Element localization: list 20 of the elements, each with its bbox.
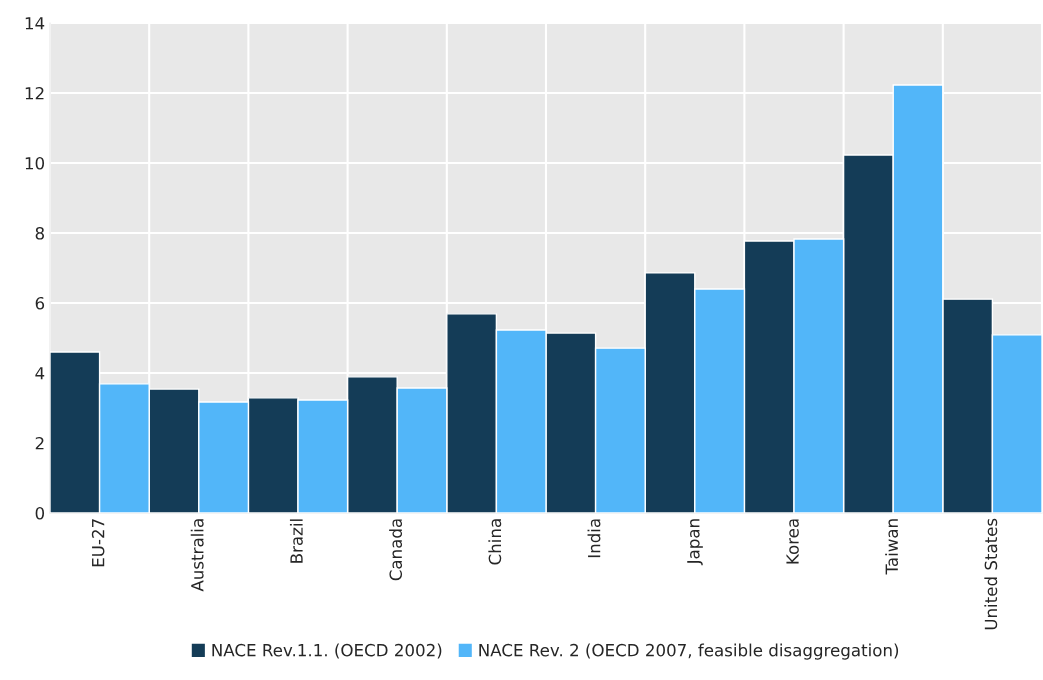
x-tick-label: Australia [190,519,204,592]
y-tick-label: 4 [35,367,45,380]
x-tick-label: China [488,519,502,565]
y-tick-label: 6 [35,296,45,310]
x-tick-label: Taiwan [885,519,899,575]
y-tick-label: 0 [35,506,45,520]
x-tick-label: Brazil [289,519,303,563]
y-tick-label: 8 [35,226,44,240]
x-tick-label: United States [984,518,998,630]
y-tick-label: 2 [35,436,44,450]
x-tick-label: India [587,519,601,558]
x-tick-label: Canada [389,519,403,581]
y-tick-label: 10 [25,156,45,170]
y-tick-label: 14 [25,17,45,30]
x-tick-label: Japan [687,519,703,566]
legend-label: NACE Rev.1.1. (OECD 2002) [212,643,442,659]
y-tick-label: 12 [25,86,44,100]
x-tick-label: EU-27 [91,519,105,567]
x-tick-label: Korea [786,519,799,564]
legend-label: NACE Rev. 2 (OECD 2007, feasible disaggregation) [479,643,899,660]
